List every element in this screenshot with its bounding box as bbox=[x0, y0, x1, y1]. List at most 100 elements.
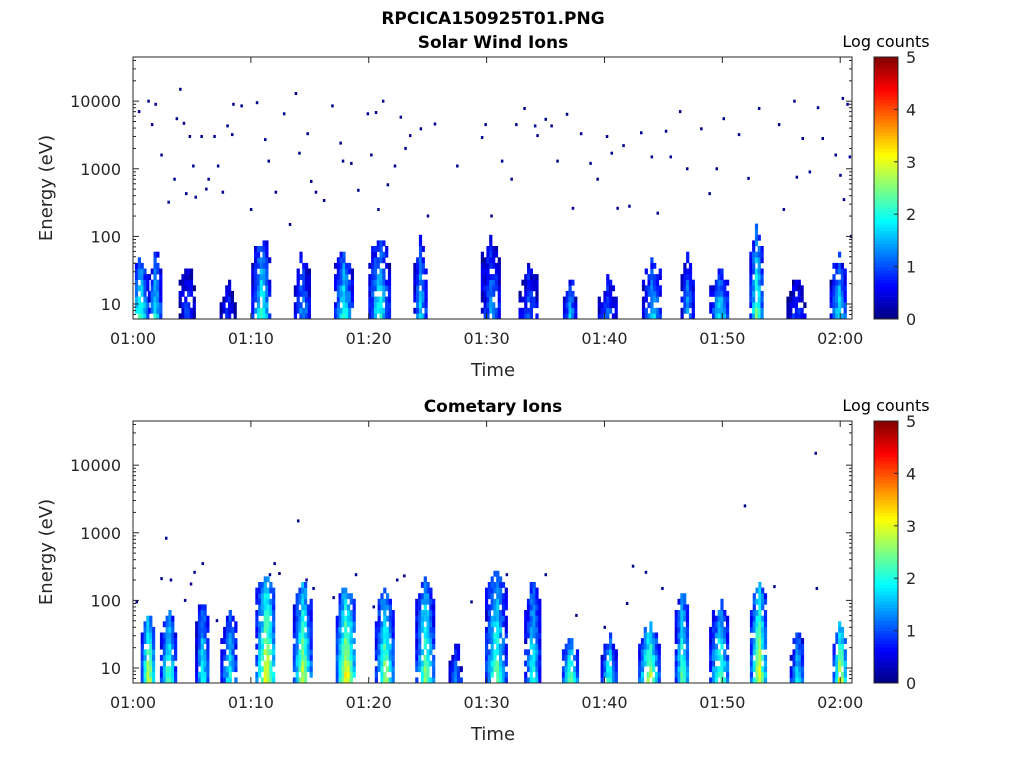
colorbar-segment bbox=[874, 309, 898, 313]
low-count-point bbox=[589, 161, 592, 165]
low-count-point bbox=[484, 123, 487, 127]
heatmap-cell bbox=[420, 621, 425, 628]
heatmap-cell bbox=[685, 666, 690, 673]
heatmap-cell bbox=[490, 632, 494, 639]
heatmap-cell bbox=[643, 632, 647, 639]
heatmap-cell bbox=[251, 279, 255, 286]
heatmap-cell bbox=[140, 677, 144, 684]
colorbar-segment bbox=[874, 93, 898, 97]
heatmap-cell bbox=[683, 615, 687, 622]
heatmap-cell bbox=[383, 598, 387, 605]
heatmap-cell bbox=[379, 251, 383, 258]
heatmap-cell bbox=[146, 671, 150, 678]
heatmap-cell bbox=[256, 251, 261, 258]
heatmap-cell bbox=[524, 632, 528, 639]
heatmap-cell bbox=[795, 660, 799, 667]
heatmap-cell bbox=[338, 654, 342, 661]
heatmap-cell bbox=[149, 638, 153, 644]
heatmap-cell bbox=[483, 296, 487, 303]
heatmap-cell bbox=[496, 649, 500, 656]
heatmap-cell bbox=[763, 677, 768, 684]
heatmap-cell bbox=[754, 274, 759, 280]
low-count-point bbox=[294, 92, 298, 95]
heatmap-cell bbox=[835, 677, 839, 684]
colorbar-segment bbox=[874, 184, 898, 189]
heatmap-cell bbox=[649, 621, 653, 628]
heatmap-cell bbox=[843, 290, 847, 297]
heatmap-cell bbox=[657, 649, 661, 656]
heatmap-cell bbox=[691, 285, 695, 292]
heatmap-cell bbox=[420, 677, 425, 684]
heatmap-cell bbox=[504, 677, 508, 684]
heatmap-cell bbox=[301, 643, 305, 650]
heatmap-cell bbox=[487, 649, 491, 656]
heatmap-cell bbox=[691, 290, 695, 297]
heatmap-cell bbox=[480, 285, 484, 292]
low-count-point bbox=[419, 127, 423, 131]
heatmap-cell bbox=[341, 587, 345, 594]
heatmap-cell bbox=[538, 638, 542, 644]
heatmap-cell bbox=[298, 598, 302, 605]
heatmap-cell bbox=[429, 593, 433, 600]
heatmap-cell bbox=[302, 274, 306, 280]
heatmap-cell bbox=[153, 290, 157, 297]
colorbar-segment bbox=[874, 571, 898, 576]
heatmap-cell bbox=[709, 660, 713, 667]
heatmap-cell bbox=[686, 285, 690, 292]
heatmap-cell bbox=[306, 632, 310, 639]
heatmap-cell bbox=[504, 598, 508, 605]
heatmap-cell bbox=[646, 660, 650, 667]
heatmap-cell bbox=[256, 246, 261, 252]
colorbar-segment bbox=[874, 237, 898, 241]
heatmap-cell bbox=[152, 649, 156, 656]
heatmap-cell bbox=[843, 654, 847, 661]
heatmap-cell bbox=[654, 660, 659, 667]
heatmap-cell bbox=[649, 632, 653, 639]
heatmap-cell bbox=[153, 251, 157, 258]
heatmap-cell bbox=[524, 279, 528, 286]
heatmap-cell bbox=[195, 654, 199, 661]
heatmap-cell bbox=[755, 615, 759, 622]
heatmap-cell bbox=[677, 677, 681, 684]
heatmap-cell bbox=[643, 638, 647, 644]
heatmap-cell bbox=[171, 643, 175, 650]
heatmap-cell bbox=[501, 610, 506, 616]
heatmap-cell bbox=[223, 626, 227, 633]
heatmap-cell bbox=[532, 296, 536, 303]
heatmap-cell bbox=[838, 290, 842, 297]
heatmap-cell bbox=[345, 274, 349, 280]
heatmap-cell bbox=[683, 610, 687, 616]
heatmap-cell bbox=[299, 290, 303, 297]
heatmap-cell bbox=[429, 587, 433, 594]
heatmap-cell bbox=[499, 587, 503, 594]
heatmap-cell bbox=[254, 262, 258, 269]
heatmap-cell bbox=[344, 604, 348, 611]
heatmap-cell bbox=[487, 593, 491, 600]
heatmap-cell bbox=[263, 666, 267, 673]
heatmap-cell bbox=[600, 666, 604, 673]
heatmap-cell bbox=[171, 660, 175, 667]
heatmap-cell bbox=[376, 257, 380, 264]
heatmap-cell bbox=[606, 290, 610, 297]
heatmap-cell bbox=[609, 285, 613, 292]
colorbar-segment bbox=[874, 191, 898, 195]
x-tick-label: 01:50 bbox=[699, 329, 745, 348]
heatmap-cell bbox=[293, 290, 297, 297]
heatmap-cell bbox=[685, 660, 690, 667]
heatmap-cell bbox=[258, 671, 262, 678]
heatmap-cell bbox=[301, 649, 305, 656]
heatmap-cell bbox=[654, 654, 659, 661]
heatmap-cell bbox=[203, 654, 207, 661]
heatmap-cell bbox=[835, 268, 839, 275]
heatmap-cell bbox=[535, 593, 539, 600]
colorbar-segment bbox=[874, 545, 898, 550]
heatmap-cell bbox=[456, 671, 461, 678]
heatmap-cell bbox=[499, 677, 503, 684]
heatmap-cell bbox=[677, 638, 681, 644]
heatmap-cell bbox=[800, 643, 805, 650]
heatmap-cell bbox=[843, 274, 847, 280]
heatmap-cell bbox=[652, 666, 656, 673]
heatmap-cell bbox=[301, 587, 305, 594]
colorbar-segment bbox=[874, 282, 898, 287]
heatmap-cell bbox=[174, 649, 178, 656]
